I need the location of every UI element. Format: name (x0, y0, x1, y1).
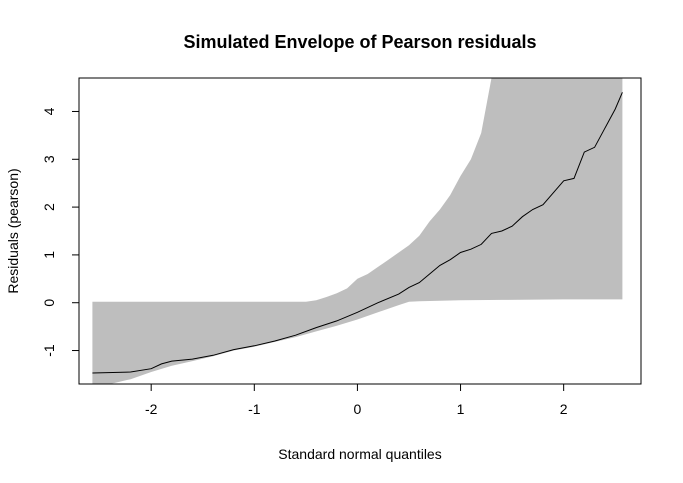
chart-title: Simulated Envelope of Pearson residuals (183, 32, 536, 52)
y-tick-label: 1 (41, 251, 57, 259)
y-tick-label: 0 (41, 299, 57, 307)
y-axis-label: Residuals (pearson) (5, 168, 21, 293)
y-tick-label: 4 (41, 107, 57, 115)
y-tick-label: -1 (41, 344, 57, 357)
x-tick-label: 0 (354, 401, 362, 417)
x-tick-label: -1 (248, 401, 261, 417)
x-tick-label: 1 (457, 401, 465, 417)
x-axis: -2 -1 0 1 2 (145, 383, 568, 417)
y-tick-label: 2 (41, 203, 57, 211)
x-tick-label: -2 (145, 401, 158, 417)
observed-residuals-line (92, 92, 623, 374)
y-tick-label: 3 (41, 155, 57, 163)
plot-content (92, 78, 623, 384)
simulated-envelope-area (92, 78, 623, 384)
x-tick-label: 2 (560, 401, 568, 417)
x-axis-label: Standard normal quantiles (278, 446, 441, 462)
y-axis: -1 0 1 2 3 4 (41, 107, 80, 357)
